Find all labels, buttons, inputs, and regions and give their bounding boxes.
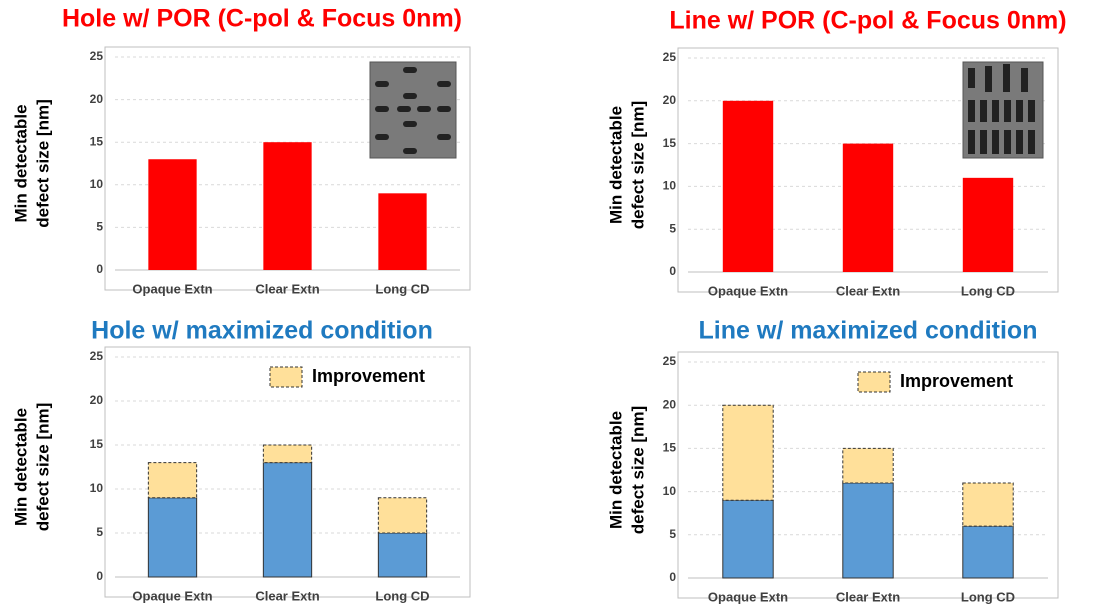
y-tick-label: 5 [669,527,676,541]
bar [378,498,426,533]
x-tick-label: Long CD [375,588,429,603]
y-axis-label: Min detectable [11,104,30,222]
legend-swatch [270,367,302,387]
bar [723,101,773,272]
y-tick-label: 10 [90,177,104,191]
bar [723,405,773,500]
y-axis-label: defect size [nm] [33,99,52,227]
y-tick-label: 20 [90,92,104,106]
bar [963,178,1013,272]
y-tick-label: 20 [663,93,677,107]
x-tick-label: Clear Extn [255,281,319,296]
y-tick-label: 0 [96,262,103,276]
bar [378,533,426,577]
bar [843,483,893,578]
sem-inset-hole [370,62,456,158]
y-tick-label: 5 [669,221,676,235]
sem-inset-line [963,62,1043,158]
y-tick-label: 5 [96,220,103,234]
y-axis-label: Min detectable [606,106,625,224]
bar [263,445,311,463]
x-tick-label: Opaque Extn [708,589,788,604]
x-tick-label: Clear Extn [836,589,900,604]
chart-title: Hole w/ POR (C-pol & Focus 0nm) [62,5,462,33]
y-tick-label: 15 [90,437,104,451]
y-axis-label: defect size [nm] [33,403,52,531]
y-tick-label: 20 [663,397,677,411]
y-tick-label: 25 [663,354,677,368]
y-tick-label: 15 [663,441,677,455]
bar [148,463,196,498]
y-tick-label: 0 [669,264,676,278]
legend-label: Improvement [312,366,425,386]
x-tick-label: Long CD [961,283,1015,298]
y-axis-label: defect size [nm] [628,406,647,534]
bar [378,193,426,270]
chart-title: Hole w/ maximized condition [91,317,433,345]
x-tick-label: Opaque Extn [132,588,212,603]
y-tick-label: 10 [90,481,104,495]
y-tick-label: 5 [96,525,103,539]
bar [263,463,311,577]
y-tick-label: 15 [90,134,104,148]
x-tick-label: Opaque Extn [132,281,212,296]
bar [148,159,196,270]
x-tick-label: Clear Extn [836,283,900,298]
bar [263,142,311,270]
y-tick-label: 25 [90,49,104,63]
bar [843,144,893,272]
y-axis-label: Min detectable [606,411,625,529]
legend-swatch [858,372,890,392]
y-tick-label: 10 [663,179,677,193]
y-tick-label: 0 [96,569,103,583]
legend-label: Improvement [900,371,1013,391]
bar [843,448,893,483]
x-tick-label: Long CD [961,589,1015,604]
page: Hole w/ POR (C-pol & Focus 0nm) Min detec… [0,0,1115,607]
y-tick-label: 15 [663,136,677,150]
chart-title: Line w/ POR (C-pol & Focus 0nm) [669,7,1066,35]
bar [148,498,196,577]
bar [723,500,773,578]
y-tick-label: 25 [663,50,677,64]
y-tick-label: 10 [663,484,677,498]
x-tick-label: Clear Extn [255,588,319,603]
chart-title: Line w/ maximized condition [699,317,1038,345]
x-tick-label: Long CD [375,281,429,296]
x-tick-label: Opaque Extn [708,283,788,298]
bar [963,483,1013,526]
y-tick-label: 20 [90,393,104,407]
y-tick-label: 0 [669,570,676,584]
y-axis-label: Min detectable [11,408,30,526]
bar [963,526,1013,578]
y-axis-label: defect size [nm] [628,101,647,229]
y-tick-label: 25 [90,349,104,363]
